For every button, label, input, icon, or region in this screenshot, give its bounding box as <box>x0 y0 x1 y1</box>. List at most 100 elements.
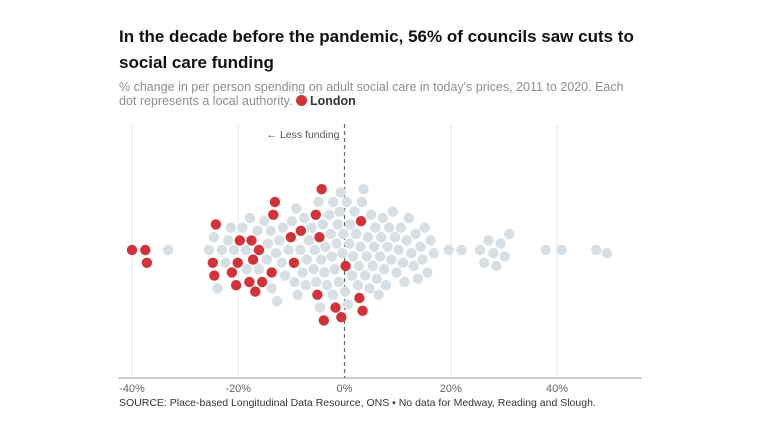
dot-local-authority <box>406 248 417 259</box>
dot-local-authority <box>317 219 328 230</box>
dot-local-authority <box>277 222 289 233</box>
dot-local-authority <box>335 187 346 198</box>
dot-london <box>316 184 327 195</box>
dot-london <box>354 292 365 304</box>
dot-local-authority <box>425 235 436 246</box>
dot-local-authority <box>327 289 338 300</box>
dot-local-authority <box>298 212 310 224</box>
dot-london <box>141 257 153 268</box>
x-tick-label: 0% <box>337 383 353 395</box>
dot-local-authority <box>253 264 265 275</box>
dot-local-authority <box>326 251 337 262</box>
dot-london <box>330 302 341 313</box>
dot-london <box>140 244 151 256</box>
x-tick-label: 20% <box>440 383 462 395</box>
dot-local-authority <box>286 216 298 227</box>
less-funding-annotation: ← Less funding <box>267 129 340 141</box>
dot-local-authority <box>344 238 355 249</box>
dot-local-authority <box>499 251 511 262</box>
dot-local-authority <box>401 235 412 246</box>
dot-local-authority <box>313 196 324 208</box>
dot-local-authority <box>331 238 342 249</box>
dot-local-authority <box>306 222 317 233</box>
dot-local-authority <box>333 276 344 288</box>
dot-local-authority <box>422 267 433 278</box>
dot-local-authority <box>412 273 423 284</box>
dot-london <box>234 235 245 246</box>
dot-local-authority <box>374 251 386 262</box>
dot-local-authority <box>329 264 341 275</box>
dot-local-authority <box>364 283 375 294</box>
dot-london <box>295 225 307 236</box>
dot-local-authority <box>355 241 366 252</box>
dot-london <box>314 232 325 243</box>
dot-local-authority <box>386 254 397 265</box>
dot-local-authority <box>295 244 306 256</box>
dot-local-authority <box>237 222 248 233</box>
dot-local-authority <box>483 235 494 246</box>
dot-local-authority <box>274 235 285 246</box>
dot-london <box>246 235 257 246</box>
dot-local-authority <box>283 244 294 256</box>
dot-local-authority <box>220 257 231 268</box>
dot-local-authority <box>474 244 486 256</box>
dot-local-authority <box>297 267 308 278</box>
dot-local-authority <box>325 228 336 240</box>
dot-london <box>253 244 265 256</box>
dot-london <box>226 267 238 278</box>
dot-local-authority <box>270 248 282 259</box>
dot-local-authority <box>379 264 390 275</box>
dot-local-authority <box>162 244 174 256</box>
dot-local-authority <box>271 296 283 307</box>
dot-london <box>126 244 138 256</box>
dot-local-authority <box>389 232 401 243</box>
dot-local-authority <box>337 248 348 259</box>
x-tick-label: -20% <box>225 383 251 395</box>
dot-local-authority <box>347 251 359 262</box>
dot-local-authority <box>266 283 277 294</box>
dot-london <box>268 209 279 220</box>
london-legend: London <box>295 94 356 108</box>
dot-local-authority <box>479 257 490 268</box>
dot-local-authority <box>352 280 363 291</box>
dot-local-authority <box>276 257 287 268</box>
chart-title: In the decade before the pandemic, 56% o… <box>119 27 634 72</box>
dot-local-authority <box>365 209 377 220</box>
dot-local-authority <box>495 238 506 249</box>
dot-local-authority <box>356 196 368 208</box>
dot-local-authority <box>456 244 467 256</box>
dot-local-authority <box>361 251 372 262</box>
dot-london <box>247 254 259 265</box>
chart-subtitle: % change in per person spending on adult… <box>119 80 639 108</box>
dot-local-authority <box>369 241 380 252</box>
dot-local-authority <box>292 289 303 300</box>
dot-local-authority <box>291 203 302 214</box>
dot-local-authority <box>360 270 371 281</box>
dot-london <box>232 257 243 268</box>
dot-london <box>310 209 321 220</box>
dot-local-authority <box>408 260 419 272</box>
dot-local-authority <box>338 228 349 240</box>
dot-local-authority <box>303 235 315 246</box>
dot-local-authority <box>262 238 274 249</box>
dot-local-authority <box>491 260 502 272</box>
dot-london <box>209 270 220 281</box>
dot-london <box>312 289 323 300</box>
dot-local-authority <box>353 260 364 272</box>
dot-london <box>340 260 351 272</box>
dot-local-authority <box>334 206 345 217</box>
dot-local-authority <box>373 289 384 300</box>
dot-local-authority <box>300 280 311 291</box>
dot-london <box>269 196 281 208</box>
dot-local-authority <box>309 244 320 256</box>
dot-local-authority <box>540 244 551 256</box>
dot-local-authority <box>208 232 219 243</box>
dot-local-authority <box>203 244 215 256</box>
dot-local-authority <box>382 241 393 252</box>
dot-local-authority <box>328 196 339 208</box>
dot-local-authority <box>289 276 300 288</box>
dot-local-authority <box>399 276 410 288</box>
dot-local-authority <box>212 283 223 294</box>
dot-local-authority <box>376 232 387 243</box>
